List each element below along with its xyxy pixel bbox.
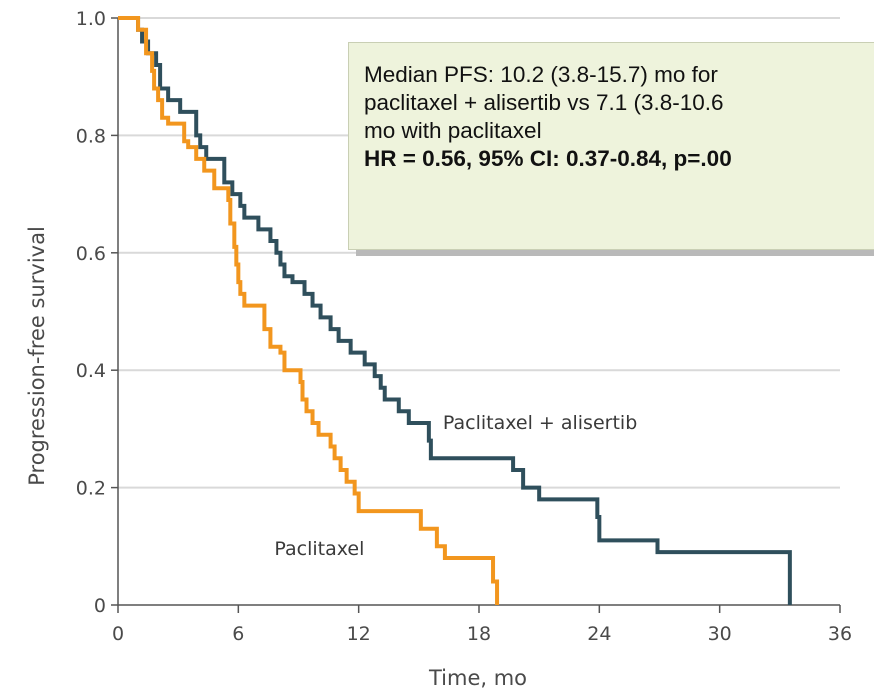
- y-axis-title: Progression-free survival: [25, 226, 49, 486]
- annotation-text: Median PFS: 10.2 (3.8-15.7) mo for pacli…: [348, 42, 874, 250]
- series-label-paclitaxel: Paclitaxel: [274, 538, 364, 560]
- x-tick-label: 12: [347, 623, 371, 645]
- annotation-line-2: paclitaxel + alisertib vs 7.1 (3.8-10.6: [364, 90, 724, 115]
- y-tick-label: 0: [94, 595, 106, 617]
- x-tick-label: 30: [708, 623, 732, 645]
- annotation-line-1: Median PFS: 10.2 (3.8-15.7) mo for: [364, 62, 718, 87]
- y-tick-label: 0.8: [76, 125, 106, 147]
- x-tick-label: 6: [232, 623, 244, 645]
- labels: Paclitaxel + alisertib Paclitaxel: [274, 412, 637, 560]
- y-tick-label: 1.0: [76, 8, 106, 30]
- x-axis-title: Time, mo: [428, 666, 527, 690]
- x-tick-label: 0: [112, 623, 124, 645]
- annotation-box: Median PFS: 10.2 (3.8-15.7) mo for pacli…: [348, 42, 874, 250]
- y-tick-label: 0.6: [76, 243, 106, 265]
- axes: 0 0.2 0.4 0.6 0.8 1.0 0 6 12 18 24 30 36: [76, 8, 852, 645]
- annotation-line-4: HR = 0.56, 95% CI: 0.37-0.84, p=.00: [364, 146, 732, 171]
- annotation-line-3: mo with paclitaxel: [364, 118, 542, 143]
- series-label-paclitaxel-alisertib: Paclitaxel + alisertib: [443, 412, 637, 434]
- x-tick-label: 36: [828, 623, 852, 645]
- x-tick-label: 24: [587, 623, 611, 645]
- series-line-paclitaxel: [118, 16, 500, 605]
- series: [118, 16, 792, 605]
- x-tick-label: 18: [467, 623, 491, 645]
- y-tick-label: 0.2: [76, 478, 106, 500]
- series-line-paclitaxel-alisertib: [118, 16, 792, 605]
- y-tick-label: 0.4: [76, 360, 106, 382]
